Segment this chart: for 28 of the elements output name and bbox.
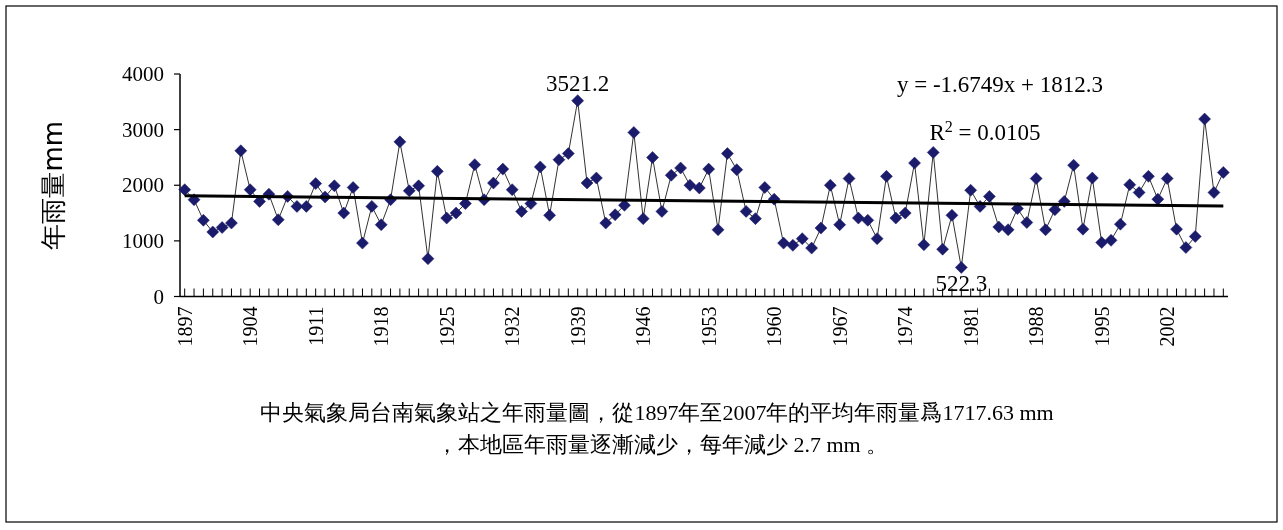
y-axis-title: 年雨量mm [38, 120, 68, 250]
x-tick-label: 1981 [959, 306, 982, 347]
y-tick-label: 1000 [122, 228, 164, 253]
x-tick-label: 1953 [697, 306, 720, 347]
x-tick-label: 1904 [239, 306, 262, 347]
x-tick-label: 1967 [828, 306, 851, 347]
annotation: 522.3 [935, 271, 988, 297]
x-tick-label: 1932 [501, 306, 524, 347]
x-tick-label: 1911 [304, 306, 327, 346]
annotation: R$^{2}$ = 0.0105 [929, 117, 1041, 145]
y-tick-label: 3000 [122, 117, 164, 142]
x-tick-label: 1925 [435, 306, 458, 347]
x-tick-label: 1995 [1090, 306, 1113, 347]
x-tick-label: 1939 [566, 306, 589, 347]
x-tick-label: 1946 [632, 306, 655, 347]
y-tick-label: 0 [153, 284, 164, 309]
annotation: y = -1.6749x + 1812.3 [896, 72, 1104, 97]
x-tick-label: 1988 [1025, 306, 1048, 347]
text: 中央氣象局台南氣象站之年雨量圖，從1897年至2007年的平均年雨量爲1717.63 mm [260, 400, 1054, 425]
x-tick-label: 1960 [763, 306, 786, 347]
text: ，本地區年雨量逐漸減少，每年減少 2.7 mm 。 [435, 432, 889, 457]
y-tick-label: 2000 [122, 173, 164, 198]
x-tick-label: 1918 [370, 306, 393, 347]
x-tick-label: 1897 [173, 306, 196, 347]
y-tick-label: 4000 [122, 62, 164, 86]
annotation: 3521.2 [546, 70, 610, 96]
x-tick-label: 1974 [894, 306, 917, 347]
x-tick-label: 2002 [1156, 306, 1179, 347]
